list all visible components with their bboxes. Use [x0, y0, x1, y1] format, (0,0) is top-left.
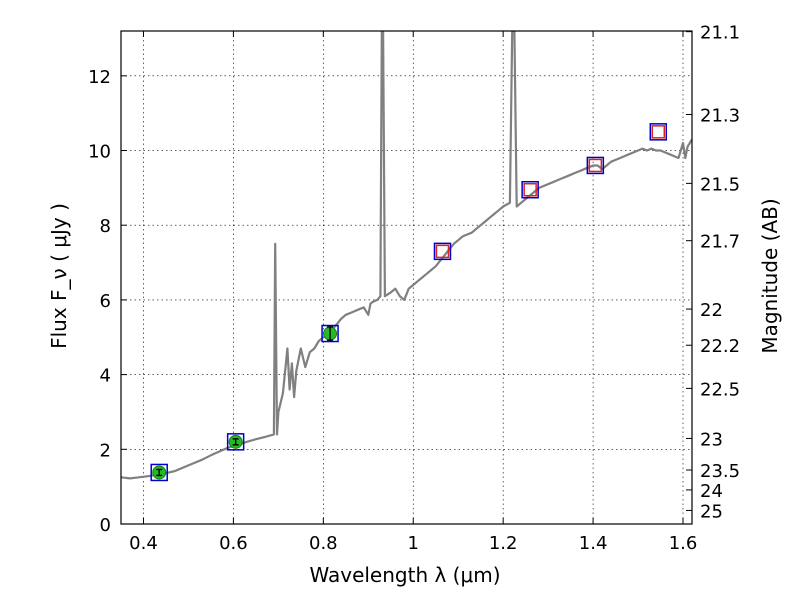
right-tick-label: 23.5: [700, 461, 740, 482]
band-marker: [321, 324, 339, 343]
x-tick-label: 1.6: [669, 533, 698, 554]
band-marker: [433, 242, 452, 261]
x-tick-label: 1: [408, 533, 419, 554]
right-axis-label: Magnitude (AB): [758, 198, 782, 353]
right-tick-label: 21.7: [700, 232, 740, 253]
right-tick-label: 23: [700, 429, 723, 450]
y-axis-label: Flux F_ν ( μJy ): [47, 203, 71, 349]
model-point-marker: [588, 158, 603, 173]
band-marker: [586, 156, 605, 175]
y-tick-label: 2: [100, 440, 111, 461]
right-tick-label: 21.3: [700, 105, 740, 126]
right-tick-label: 25: [700, 501, 723, 522]
right-tick-label: 21.5: [700, 174, 740, 195]
y-tick-label: 12: [88, 67, 111, 88]
band-marker: [521, 180, 539, 199]
axis-ticks: 0.4 0.6 0.8 1 1.2 1.4 1.602468101221.121.321.5…: [88, 23, 740, 554]
y-tick-label: 4: [100, 366, 111, 387]
x-tick-label: 1.4: [579, 533, 608, 554]
right-tick-label: 22.5: [700, 379, 740, 400]
right-tick-label: 24: [700, 481, 723, 502]
spectrum-line: [121, 31, 692, 480]
band-marker: [226, 433, 245, 451]
model-point-marker: [523, 182, 537, 197]
x-tick-label: 0.4: [129, 533, 158, 554]
grid-lines: [121, 31, 692, 524]
band-marker: [150, 463, 168, 482]
x-axis-label: Wavelength λ (μm): [309, 563, 500, 587]
x-tick-label: 1.2: [489, 533, 518, 554]
model-point-marker: [435, 244, 450, 259]
right-tick-label: 21.1: [700, 23, 740, 44]
x-tick-label: 0.8: [309, 533, 338, 554]
y-tick-label: 0: [100, 515, 111, 536]
band-marker: [649, 123, 668, 141]
y-tick-label: 10: [88, 142, 111, 163]
right-tick-label: 22: [700, 300, 723, 321]
right-tick-label: 22.2: [700, 336, 740, 357]
model-point-marker: [651, 125, 666, 139]
plot-frame: [120, 30, 693, 525]
y-tick-label: 6: [100, 291, 111, 312]
x-tick-label: 0.6: [219, 533, 248, 554]
y-tick-label: 8: [100, 216, 111, 237]
plot-data: [121, 31, 692, 482]
